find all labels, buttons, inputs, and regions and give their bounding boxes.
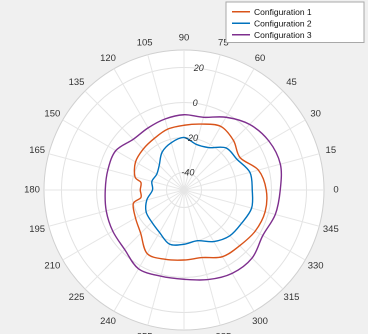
angular-grid-line [113, 189, 185, 312]
angular-grid-line [183, 189, 255, 312]
angle-tick-label: 240 [100, 316, 116, 327]
angular-grid-line [183, 119, 306, 191]
legend-entry-label: Configuration 2 [254, 18, 312, 28]
angle-tick-label: 225 [69, 292, 85, 303]
angular-grid-line [62, 119, 185, 191]
angle-tick-label: 255 [137, 331, 153, 334]
angle-tick-label: 90 [179, 33, 190, 44]
angle-tick-label: 150 [44, 109, 60, 120]
angle-tick-label: 135 [69, 77, 85, 88]
angle-tick-label: 120 [100, 53, 116, 64]
angle-tick-label: 210 [44, 261, 60, 272]
angular-grid-line [183, 189, 306, 261]
angular-grid-line [183, 54, 221, 191]
angle-tick-label: 105 [137, 38, 153, 49]
angle-tick-label: 195 [29, 224, 45, 235]
angle-tick-label: 330 [308, 261, 324, 272]
angular-grid-line [84, 189, 185, 290]
angular-grid-line [183, 153, 320, 191]
angle-tick-label: 285 [215, 331, 231, 334]
angle-tick-label: 345 [323, 224, 339, 235]
angular-grid-line [147, 54, 185, 191]
angle-tick-label: 45 [286, 77, 297, 88]
radial-tick-label: -20 [185, 133, 198, 143]
legend-entry-label: Configuration 1 [254, 7, 312, 17]
angular-grid-line [183, 189, 284, 290]
angle-tick-label: 30 [310, 109, 321, 120]
series-line-configuration-2 [144, 136, 254, 246]
angle-tick-label: 60 [255, 53, 266, 64]
radial-tick-label: -40 [181, 168, 194, 178]
angular-grid-line [62, 189, 185, 261]
angle-tick-label: 165 [29, 145, 45, 156]
radial-tick-label: 0 [193, 98, 198, 108]
legend-box [225, 1, 365, 43]
series-lines [104, 114, 283, 281]
angle-tick-label: 300 [252, 316, 268, 327]
angle-tick-label: 15 [326, 145, 337, 156]
angular-grid-line [113, 68, 185, 191]
angular-grid-line [48, 189, 185, 227]
angle-tick-label: 180 [24, 185, 40, 196]
radial-tick-label: 20 [193, 63, 204, 73]
tick-labels: 0 15 30 45 60 75 90 105 120 135 150 165 180 195 210 225… [24, 33, 339, 334]
series-line-configuration-1 [132, 123, 268, 261]
angle-tick-label: 75 [218, 38, 229, 49]
polar-grid [43, 49, 325, 331]
angle-tick-label: 0 [333, 185, 338, 196]
angular-grid-line [147, 189, 185, 326]
angular-grid-line [48, 153, 185, 191]
series-line-configuration-3 [104, 114, 283, 281]
angular-grid-line [183, 68, 255, 191]
angular-grid-line [84, 90, 185, 191]
legend-entry-label: Configuration 3 [254, 30, 312, 40]
angle-tick-label: 315 [284, 292, 300, 303]
